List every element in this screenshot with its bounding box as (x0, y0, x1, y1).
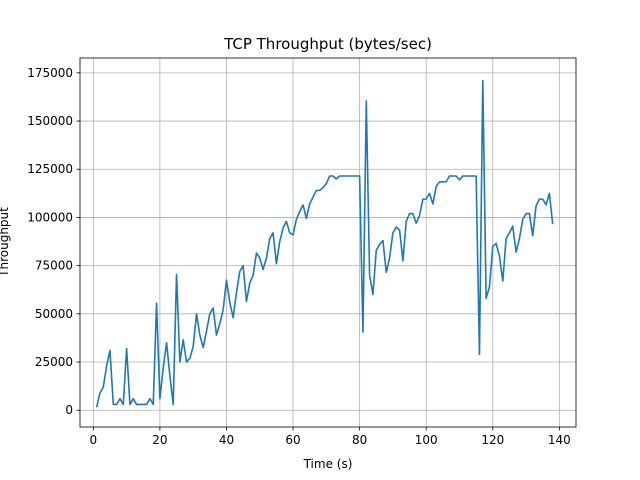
series-group (95, 79, 554, 408)
x-axis-label: Time (s) (303, 457, 353, 471)
y-tick-label: 125000 (27, 162, 73, 176)
y-tick-label: 50000 (35, 307, 73, 321)
y-axis-label: Throughput (0, 207, 11, 278)
x-tick-label: 120 (481, 433, 504, 447)
chart-title: TCP Throughput (bytes/sec) (223, 35, 432, 53)
grid-lines (80, 58, 576, 427)
x-tick-label: 40 (219, 433, 234, 447)
y-tick-label: 75000 (35, 259, 73, 273)
plot-frame (79, 57, 577, 428)
x-tick-label: 80 (352, 433, 367, 447)
y-tick-label: 0 (65, 403, 73, 417)
y-tick-label: 100000 (27, 210, 73, 224)
x-tick-label: 0 (89, 433, 97, 447)
y-tick-label: 150000 (27, 114, 73, 128)
x-tick-label: 20 (152, 433, 167, 447)
y-tick-label: 175000 (27, 66, 73, 80)
series-line-1 (95, 79, 554, 408)
x-tick-label: 140 (548, 433, 571, 447)
y-tick-label: 25000 (35, 355, 73, 369)
x-tick-label: 100 (415, 433, 438, 447)
axis-ticks: 0 20 40 60 80 100 120 140 0 25000 50000 75000 100000… (27, 66, 571, 447)
x-tick-label: 60 (285, 433, 300, 447)
